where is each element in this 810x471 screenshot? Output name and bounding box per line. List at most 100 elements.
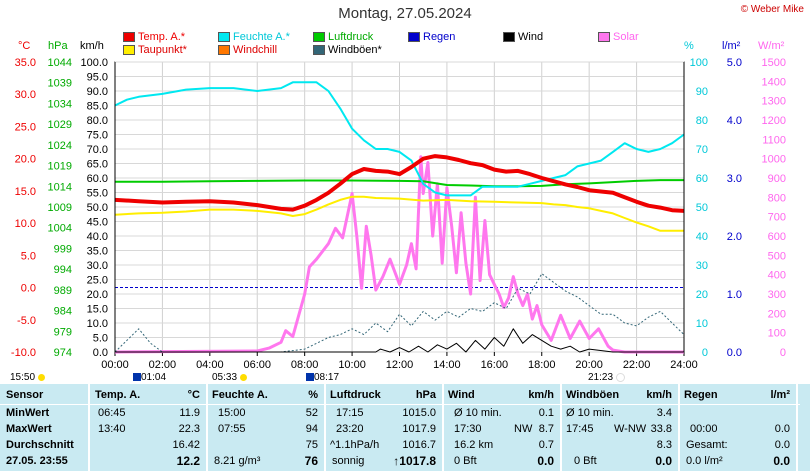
speed-tick-label: 5.0 (93, 333, 108, 345)
speed-tick-label: 0.0 (93, 347, 108, 359)
x-tick-label: 12:00 (386, 359, 414, 371)
cell-value: 1015.0 (402, 407, 436, 419)
cell-value: 3.4 (656, 407, 672, 419)
x-tick-label: 20:00 (575, 359, 603, 371)
solar-tick-label: 1000 (762, 154, 786, 166)
press-unit: hPa (48, 40, 68, 52)
legend-label: Taupunkt* (138, 44, 187, 56)
header-press-unit: hPa (415, 389, 436, 401)
hum-tick-label: 20 (696, 289, 708, 301)
legend-label: Wind (518, 31, 544, 43)
cell-time: 07:55 (218, 423, 246, 435)
rain-unit: l/m² (722, 40, 741, 52)
legend-item-dewpoint: Taupunkt* (123, 44, 187, 56)
press-tick-label: 1034 (48, 98, 72, 110)
rain-tick-label: 1.0 (727, 289, 742, 301)
header-rain: Regen (684, 389, 718, 401)
header-temp: Temp. A. (95, 389, 141, 401)
temp-tick-label: 25.0 (15, 121, 36, 133)
marker-time-4: 08:17 (306, 372, 339, 383)
marker-time-1: 15:50 (10, 372, 45, 383)
header-hum-unit: % (308, 389, 318, 401)
marker-label: 15:50 (10, 372, 36, 383)
temp-tick-label: 10.0 (15, 218, 36, 230)
temp-tick-label: 35.0 (15, 57, 36, 69)
rain-tick-label: 5.0 (727, 57, 742, 69)
speed-tick-label: 85.0 (87, 101, 108, 113)
hum-tick-label: 30 (696, 260, 708, 272)
press-tick-label: 984 (54, 306, 72, 318)
speed-tick-label: 70.0 (87, 144, 108, 156)
marker-label: 05:33 (212, 372, 238, 383)
x-tick-label: 16:00 (481, 359, 509, 371)
sunset-icon (615, 372, 625, 382)
legend-swatch (313, 45, 325, 55)
header-sensor: Sensor (6, 389, 44, 401)
speed-tick-label: 80.0 (87, 115, 108, 127)
speed-tick-label: 35.0 (87, 246, 108, 258)
legend-swatch (218, 32, 230, 42)
series-taupunkt (114, 195, 684, 232)
stats-table: Sensor Temp. A. °C Feuchte A. % Luftdruc… (0, 384, 810, 471)
series-luftdruck (115, 179, 684, 188)
header-gust: Windböen (566, 389, 620, 401)
moon-icon (133, 373, 141, 382)
cell-value: 33.8 (650, 423, 672, 435)
temp-tick-label: -5.0 (17, 315, 36, 327)
legend-item-windchill: Windchill (218, 44, 277, 56)
speed-tick-label: 40.0 (87, 231, 108, 243)
press-tick-label: 1014 (48, 181, 72, 193)
legend-swatch (598, 32, 610, 42)
gust-beaufort: 0 Bft (574, 455, 597, 467)
header-rain-unit: l/m² (770, 389, 790, 401)
solar-tick-label: 900 (768, 173, 786, 185)
temp-tick-label: 5.0 (21, 250, 36, 262)
current-gust: 0.0 (655, 454, 672, 468)
cell-value: 0.7 (538, 439, 554, 451)
hum-tick-label: 40 (696, 231, 708, 243)
legend-item-rain: Regen (408, 31, 455, 43)
legend-label: Windchill (233, 44, 278, 56)
header-wind-unit: km/h (528, 389, 554, 401)
solar-tick-label: 100 (768, 328, 786, 340)
cell-value: 75 (305, 439, 318, 451)
x-tick-label: 10:00 (338, 359, 366, 371)
cell-time: 17:15 (336, 407, 364, 419)
header-wind: Wind (448, 389, 475, 401)
cell-time: 06:45 (98, 407, 126, 419)
x-tick-label: 06:00 (243, 359, 271, 371)
header-hum: Feuchte A. (212, 389, 268, 401)
temp-tick-label: 30.0 (15, 89, 36, 101)
x-tick-label: 18:00 (528, 359, 556, 371)
legend-label: Regen (423, 31, 456, 43)
hum-tick-label: 50 (696, 202, 708, 214)
rain-tick-label: 2.0 (727, 231, 742, 243)
marker-label: 21:23 (588, 372, 614, 383)
current-pressure: ↑1017.8 (393, 454, 436, 468)
hum-tick-label: 100 (690, 57, 708, 69)
cell-direction: NW (514, 423, 533, 435)
speed-tick-label: 65.0 (87, 159, 108, 171)
legend-item-temp: Temp. A.* (123, 31, 185, 43)
legend-label: Feuchte A.* (233, 31, 290, 43)
series-wind (115, 328, 684, 353)
abs-humidity: 8.21 g/m³ (214, 455, 261, 467)
solar-tick-label: 500 (768, 250, 786, 262)
speed-tick-label: 100.0 (80, 57, 108, 69)
legend-swatch (408, 32, 420, 42)
cell-time: Ø 10 min. (566, 407, 614, 419)
x-tick-label: 24:00 (670, 359, 698, 371)
cell-value: 52 (305, 407, 318, 419)
solar-tick-label: 1200 (762, 115, 786, 127)
x-tick-label: 02:00 (149, 359, 177, 371)
legend-item-gusts: Windböen* (313, 44, 382, 56)
legend-label: Windböen* (328, 44, 382, 56)
cell-label: Gesamt: (686, 439, 728, 451)
speed-tick-label: 50.0 (87, 202, 108, 214)
cell-value: 8.3 (656, 439, 672, 451)
speed-tick-label: 15.0 (87, 304, 108, 316)
cell-time: 13:40 (98, 423, 126, 435)
cell-time: 17:30 (454, 423, 482, 435)
forecast-text: sonnig (332, 455, 365, 467)
cell-value: 94 (305, 423, 318, 435)
